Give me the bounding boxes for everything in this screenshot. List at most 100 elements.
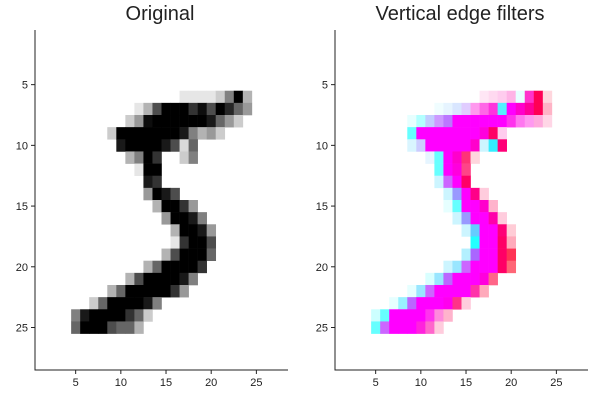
pixel-cell (425, 321, 435, 334)
pixel-cell (407, 297, 417, 310)
pixel-cell (152, 139, 162, 152)
pixel-cell (461, 200, 471, 213)
pixel-cell (161, 127, 171, 140)
pixel-cell (524, 90, 535, 104)
pixel-cell (506, 224, 517, 237)
pixel-cell (197, 224, 207, 237)
pixel-cell (161, 139, 171, 152)
pixel-cell (461, 187, 471, 201)
pixel-cell (452, 163, 462, 177)
original-heatmap (71, 90, 253, 334)
pixel-cell (143, 297, 153, 310)
pixel-cell (170, 187, 180, 201)
pixel-cell (461, 212, 471, 225)
pixel-cell (497, 115, 507, 128)
pixel-cell (479, 90, 489, 104)
y-tick-label: 15 (316, 201, 328, 213)
pixel-cell (179, 200, 189, 213)
pixel-cell (479, 236, 489, 249)
pixel-cell (143, 151, 153, 164)
pixel-cell (197, 260, 207, 274)
pixel-cell (461, 151, 471, 164)
pixel-cell (407, 139, 417, 152)
pixel-cell (479, 224, 489, 237)
pixel-cell (125, 285, 135, 298)
pixel-cell (506, 248, 517, 262)
pixel-cell (242, 90, 253, 104)
pixel-cell (170, 224, 180, 237)
pixel-cell (479, 102, 489, 116)
pixel-cell (497, 139, 507, 152)
pixel-cell (506, 260, 517, 274)
pixel-cell (143, 175, 153, 189)
pixel-cell (143, 309, 153, 322)
vertical-edge-filters-heatmap (371, 90, 553, 334)
pixel-cell (170, 200, 180, 213)
pixel-cell (134, 272, 144, 286)
pixel-cell (143, 285, 153, 298)
x-tick-label: 10 (415, 377, 427, 389)
vertical-edge-filters-title: Vertical edge filters (376, 3, 545, 25)
pixel-cell (452, 272, 462, 286)
pixel-cell (143, 163, 153, 177)
pixel-cell (206, 127, 217, 140)
pixel-cell (425, 115, 435, 128)
pixel-cell (152, 297, 162, 310)
pixel-cell (434, 102, 444, 116)
pixel-cell (443, 102, 453, 116)
pixel-cell (152, 175, 162, 189)
pixel-cell (134, 139, 144, 152)
pixel-cell (152, 200, 162, 213)
pixel-cell (425, 127, 435, 140)
pixel-cell (179, 127, 189, 140)
pixel-cell (434, 297, 444, 310)
pixel-cell (179, 285, 189, 298)
y-tick-label: 5 (322, 80, 328, 92)
pixel-cell (452, 127, 462, 140)
pixel-cell (479, 260, 489, 274)
pixel-cell (179, 248, 189, 262)
pixel-cell (533, 115, 544, 128)
y-tick-label: 15 (16, 201, 28, 213)
pixel-cell (425, 285, 435, 298)
pixel-cell (125, 321, 135, 334)
pixel-cell (470, 236, 480, 249)
pixel-cell (161, 200, 171, 213)
pixel-cell (152, 272, 162, 286)
pixel-cell (479, 200, 489, 213)
pixel-cell (107, 321, 117, 334)
pixel-cell (170, 212, 180, 225)
pixel-cell (479, 115, 489, 128)
pixel-cell (116, 127, 126, 140)
pixel-cell (488, 248, 498, 262)
y-tick-label: 20 (316, 262, 328, 274)
pixel-cell (206, 115, 217, 128)
x-tick-label: 5 (373, 377, 379, 389)
pixel-cell (425, 297, 435, 310)
pixel-cell (197, 90, 207, 104)
pixel-cell (452, 151, 462, 164)
pixel-cell (188, 115, 198, 128)
pixel-cell (452, 260, 462, 274)
pixel-cell (188, 139, 198, 152)
pixel-cell (470, 187, 480, 201)
pixel-cell (461, 127, 471, 140)
pixel-cell (125, 151, 135, 164)
pixel-cell (206, 248, 217, 262)
pixel-cell (125, 139, 135, 152)
pixel-cell (443, 200, 453, 213)
x-tick-label: 15 (160, 377, 172, 389)
pixel-cell (242, 102, 253, 116)
pixel-cell (497, 102, 507, 116)
axis-spine (34, 30, 288, 371)
pixel-cell (134, 285, 144, 298)
pixel-cell (470, 212, 480, 225)
y-tick-label: 5 (22, 80, 28, 92)
pixel-cell (188, 102, 198, 116)
pixel-cell (461, 248, 471, 262)
pixel-cell (506, 102, 517, 116)
pixel-cell (425, 272, 435, 286)
axis-spine (334, 30, 588, 371)
pixel-cell (452, 200, 462, 213)
